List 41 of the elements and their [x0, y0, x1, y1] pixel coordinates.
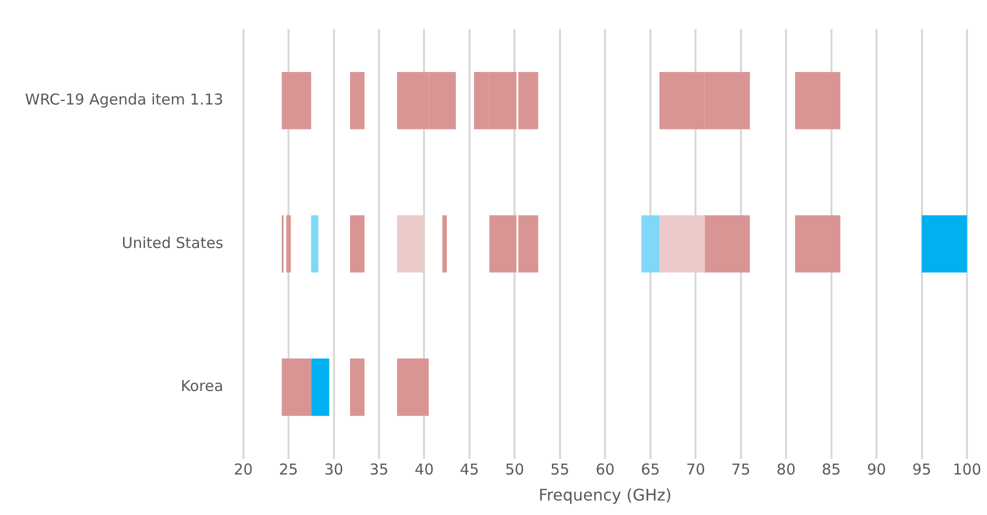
x-tick-label: 80 [776, 460, 796, 479]
x-tick-label: 90 [866, 460, 886, 479]
bar [350, 215, 365, 273]
bar [286, 215, 291, 273]
bar [704, 215, 750, 273]
bar [311, 358, 330, 416]
bar [282, 358, 312, 416]
x-tick-label: 35 [369, 460, 389, 479]
bar [282, 72, 312, 130]
y-tick-label: Korea [180, 377, 224, 396]
x-tick-label: 70 [686, 460, 706, 479]
bar [489, 215, 516, 273]
x-tick-label: 75 [731, 460, 750, 479]
x-tick-label: 60 [596, 460, 615, 479]
bar [397, 358, 429, 416]
x-tick-label: 55 [550, 460, 570, 479]
bar [311, 215, 318, 273]
bar [350, 358, 365, 416]
bar [350, 72, 365, 130]
x-axis-title: Frequency (GHz) [538, 486, 672, 505]
y-tick-label: WRC-19 Agenda item 1.13 [24, 90, 224, 109]
x-tick-label: 85 [822, 460, 841, 479]
x-tick-label: 40 [414, 460, 434, 479]
x-tick-label: 95 [912, 460, 932, 479]
bar [442, 215, 447, 273]
x-tick-label: 20 [234, 460, 253, 479]
bar [397, 215, 424, 273]
x-tick-label: 25 [278, 460, 298, 479]
bar [795, 215, 840, 273]
bar [518, 215, 538, 273]
x-tick-label: 100 [952, 460, 982, 479]
bar [518, 72, 538, 130]
bar [641, 215, 660, 273]
bar [922, 215, 967, 273]
x-tick-label: 45 [460, 460, 480, 479]
bar [659, 215, 705, 273]
bar [795, 72, 840, 130]
y-tick-label: United States [122, 234, 224, 252]
x-tick-label: 65 [640, 460, 660, 479]
x-tick-label: 30 [324, 460, 344, 479]
x-tick-label: 50 [505, 460, 524, 479]
